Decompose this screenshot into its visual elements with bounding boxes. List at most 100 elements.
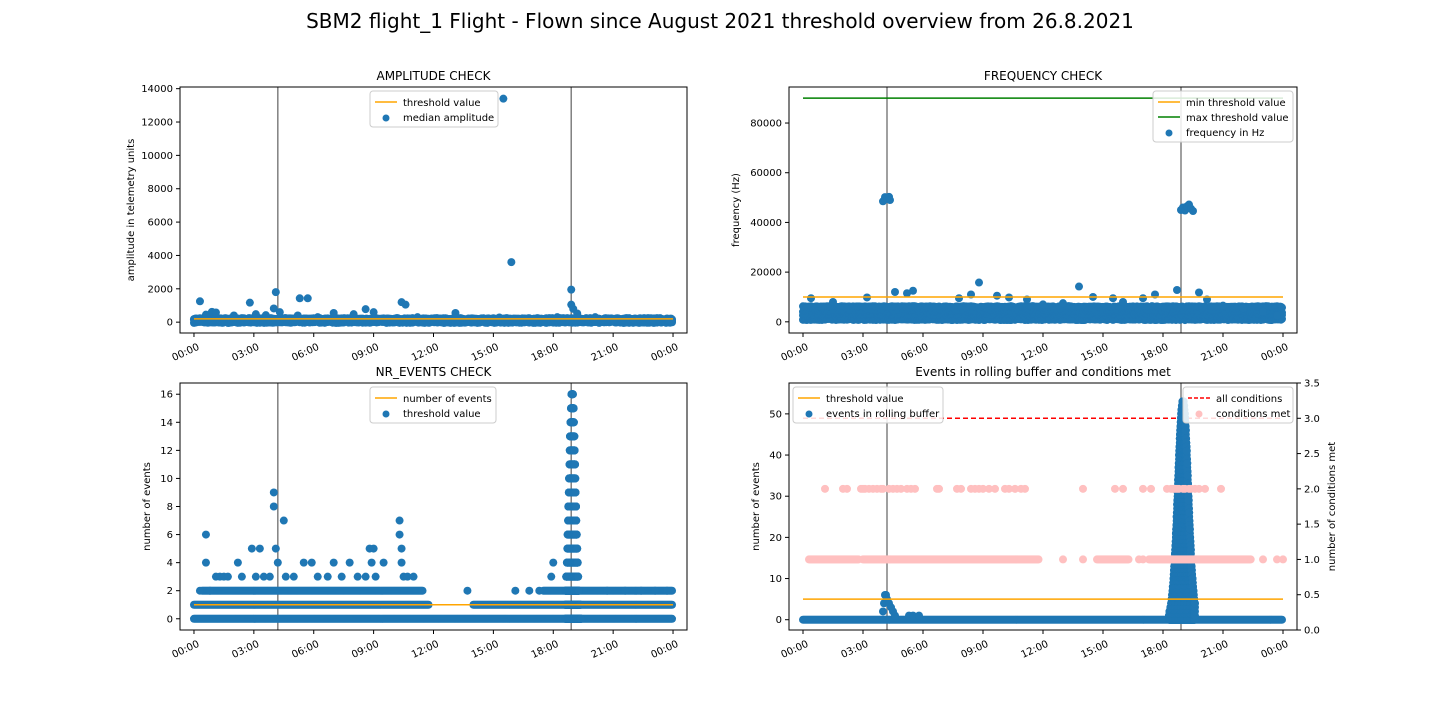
x-tick-label: 12:00 — [1019, 342, 1050, 364]
chart-title: NR_EVENTS CHECK — [376, 365, 493, 379]
data-point — [361, 305, 370, 314]
data-point — [668, 614, 677, 623]
data-point — [1119, 297, 1127, 306]
legend: threshold value median amplitude — [369, 90, 499, 128]
series-frequency-in-Hz — [799, 192, 1286, 325]
legend-box — [369, 90, 499, 128]
legend-marker-swatch — [382, 114, 390, 122]
data-point — [1219, 301, 1227, 310]
data-point — [886, 196, 894, 205]
x-tick-label: 21:00 — [1199, 342, 1230, 364]
x-tick-label: 06:00 — [899, 342, 930, 364]
data-point — [418, 586, 427, 595]
chart-title: AMPLITUDE CHECK — [376, 69, 491, 83]
x-tick-label: 00:00 — [170, 342, 201, 364]
data-point — [401, 300, 410, 309]
series-threshold-value — [189, 390, 677, 623]
data-point — [369, 308, 378, 317]
y-tick-label: 80000 — [750, 119, 782, 130]
data-point — [499, 94, 508, 103]
x-tick-label: 21:00 — [590, 342, 621, 364]
x-tick-label: 03:00 — [839, 342, 870, 364]
x-tick-label: 03:00 — [230, 342, 261, 364]
legend: min threshold value max threshold value fr… — [1152, 90, 1294, 143]
chart-panel-amplitude: AMPLITUDE CHECK0200040006000800010000120… — [126, 69, 688, 364]
legend-label: frequency in Hz — [1186, 128, 1264, 139]
data-point — [1109, 294, 1117, 303]
figure-title: SBM2 flight_1 Flight - Flown since Augus… — [306, 9, 1134, 33]
x-tick-label: 15:00 — [470, 342, 501, 364]
y-tick-label: 0 — [167, 318, 173, 329]
data-point — [1189, 206, 1197, 215]
plot-area — [189, 87, 677, 333]
data-point — [245, 298, 254, 307]
y-tick-label: 2000 — [148, 284, 173, 295]
y-tick-label: 8000 — [148, 184, 173, 195]
data-point — [909, 286, 917, 295]
x-tick-label: 06:00 — [290, 342, 321, 364]
plot-area — [799, 87, 1286, 333]
data-point — [349, 310, 358, 319]
y-axis-label: amplitude in telemetry units — [126, 139, 137, 282]
data-point — [1195, 288, 1203, 297]
x-tick-label: 09:00 — [350, 342, 381, 364]
data-point — [507, 258, 516, 267]
x-tick-label: 15:00 — [1079, 342, 1110, 364]
data-point — [1239, 304, 1247, 313]
legend-marker-swatch — [1165, 129, 1173, 137]
legend-label: threshold value — [403, 98, 481, 109]
data-point — [195, 297, 204, 306]
x-tick-label: 12:00 — [410, 342, 441, 364]
data-point — [829, 297, 837, 306]
plot-area — [189, 383, 677, 630]
data-point — [1059, 299, 1067, 308]
x-tick-label: 00:00 — [779, 342, 810, 364]
chart-panels: AMPLITUDE CHECK0200040006000800010000120… — [126, 69, 1338, 661]
y-tick-label: 60000 — [750, 168, 782, 179]
data-point — [1273, 311, 1281, 320]
legend-label: max threshold value — [1186, 113, 1289, 124]
chart-panel-frequency: FREQUENCY CHECK02000040000600008000000:0… — [731, 69, 1298, 364]
data-point — [1075, 282, 1083, 291]
x-tick-label: 18:00 — [1139, 342, 1170, 364]
data-point — [303, 294, 312, 303]
series-median-amplitude — [189, 94, 677, 327]
data-point — [665, 316, 674, 325]
x-tick-label: 09:00 — [959, 342, 990, 364]
data-point — [251, 310, 260, 319]
data-point — [591, 313, 600, 322]
chart-title: FREQUENCY CHECK — [984, 69, 1103, 83]
data-point — [553, 313, 562, 322]
data-point — [1278, 303, 1286, 312]
data-point — [329, 308, 338, 317]
data-point — [891, 288, 899, 296]
data-point — [807, 294, 815, 303]
x-tick-label: 00:00 — [1259, 342, 1290, 364]
data-point — [649, 315, 658, 324]
y-tick-label: 6000 — [148, 218, 173, 229]
data-point — [1259, 307, 1267, 316]
y-tick-label: 40000 — [750, 218, 782, 229]
legend-label: median amplitude — [403, 113, 494, 124]
legend-label: min threshold value — [1186, 98, 1286, 109]
y-tick-label: 20000 — [750, 268, 782, 279]
y-tick-label: 12000 — [141, 118, 173, 129]
data-point — [1173, 286, 1181, 295]
data-point — [903, 289, 911, 298]
y-axis-label: frequency (Hz) — [731, 173, 742, 247]
data-point — [1139, 294, 1147, 303]
data-point — [293, 311, 302, 320]
data-point — [567, 285, 576, 294]
data-point — [261, 311, 270, 320]
y-tick-label: 10000 — [141, 151, 173, 162]
x-tick-label: 00:00 — [650, 342, 681, 364]
y-tick-label: 14000 — [141, 84, 173, 95]
data-point — [211, 308, 220, 317]
legend-box — [1152, 90, 1294, 143]
x-tick-label: 18:00 — [530, 342, 561, 364]
data-point — [573, 309, 582, 318]
data-point — [295, 294, 304, 303]
data-point — [495, 313, 504, 322]
data-point — [993, 291, 1001, 300]
